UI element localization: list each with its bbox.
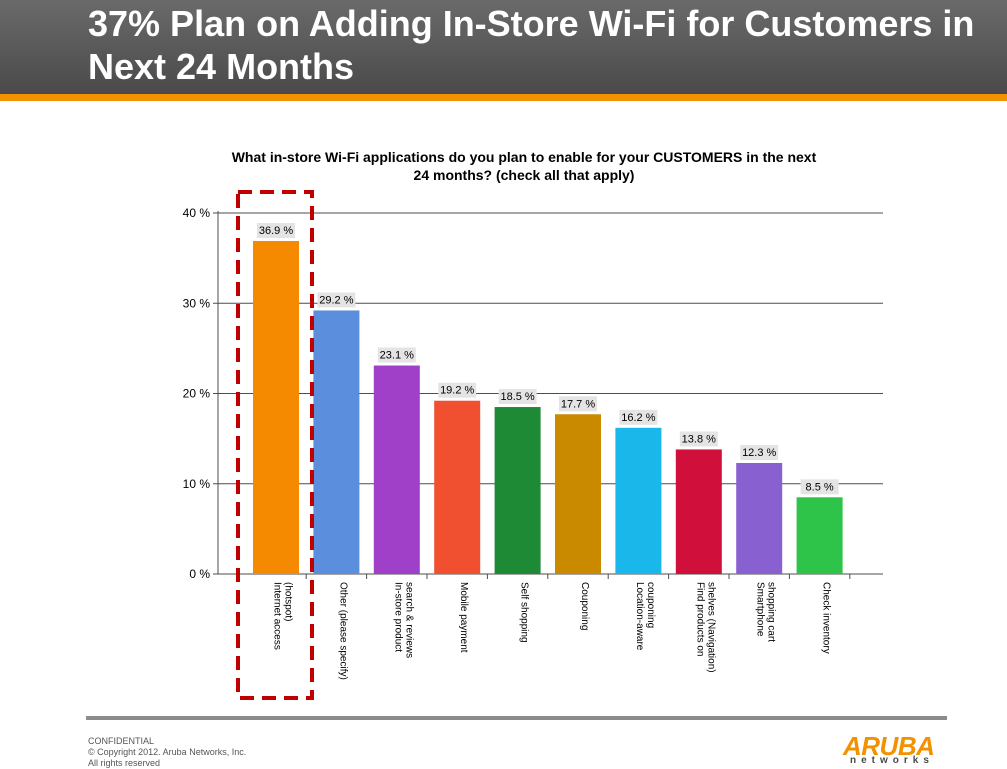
x-category-label: Check inventory: [821, 582, 832, 654]
header-accent-stripe: [0, 94, 1007, 101]
y-tick-label: 10 %: [183, 477, 211, 491]
x-category-label: Other (please specify): [337, 582, 348, 680]
data-label: 8.5 %: [806, 481, 834, 493]
data-label-box: [377, 347, 416, 363]
bar: [313, 310, 360, 574]
data-label: 29.2 %: [319, 294, 353, 306]
x-category-label: In-store product: [392, 582, 403, 652]
bar: [675, 449, 722, 574]
x-category-label: shopping cart: [766, 582, 777, 642]
data-label: 17.7 %: [561, 398, 595, 410]
bar-chart: What in-store Wi-Fi applications do you …: [183, 149, 883, 700]
data-label-box: [438, 382, 477, 398]
footer-confidential: CONFIDENTIAL: [88, 736, 155, 746]
bar: [796, 497, 843, 574]
x-category-label: Internet access: [272, 582, 283, 650]
bar: [494, 407, 541, 574]
y-tick-label: 20 %: [183, 387, 211, 401]
x-category-label: search & reviews: [403, 582, 414, 658]
bar: [434, 400, 481, 574]
slide-header: [0, 0, 1007, 94]
y-tick-label: 0 %: [189, 567, 210, 581]
chart-title-line: 24 months? (check all that apply): [414, 167, 635, 183]
x-category-label: Couponing: [579, 582, 590, 630]
footer-copyright: © Copyright 2012. Aruba Networks, Inc.: [88, 747, 247, 757]
logo-subtitle: networks: [850, 755, 934, 766]
bar: [736, 462, 783, 574]
footer-divider: [86, 716, 947, 720]
y-tick-label: 40 %: [183, 206, 211, 220]
data-label-box: [740, 444, 779, 460]
data-label: 12.3 %: [742, 447, 776, 459]
x-category-label: (hotspot): [283, 582, 294, 621]
aruba-logo: ARUBA networks: [836, 732, 952, 766]
bar: [253, 240, 299, 574]
bar: [615, 427, 662, 574]
data-label: 18.5 %: [500, 391, 534, 403]
logo-brand: ARUBA: [843, 731, 935, 761]
highlight-box: [236, 190, 314, 700]
data-label: 13.8 %: [682, 433, 716, 445]
data-label-box: [619, 409, 658, 425]
data-label-box: [559, 396, 597, 412]
x-category-label: Smartphone: [755, 582, 766, 637]
x-category-label: Location-aware: [634, 582, 645, 651]
x-category-label: Find products on: [694, 582, 705, 657]
data-label: 36.9 %: [259, 225, 293, 237]
footer-legal: CONFIDENTIAL © Copyright 2012. Aruba Net…: [88, 736, 246, 769]
data-label: 23.1 %: [380, 350, 414, 362]
slide-title: 37% Plan on Adding In-Store Wi-Fi for Cu…: [88, 3, 975, 87]
x-category-label: Mobile payment: [458, 582, 469, 653]
x-category-label: shelves (Navigation): [705, 582, 716, 673]
x-category-label: Self shopping: [519, 582, 530, 643]
y-tick-label: 30 %: [183, 296, 211, 310]
data-label-box: [257, 222, 295, 238]
data-label-box: [800, 479, 839, 495]
bar: [373, 365, 420, 574]
data-label-box: [498, 389, 537, 405]
footer-rights: All rights reserved: [88, 758, 161, 768]
bar: [555, 414, 601, 574]
data-label: 19.2 %: [440, 385, 474, 397]
chart-title-line: What in-store Wi-Fi applications do you …: [232, 149, 817, 165]
x-category-label: couponing: [645, 582, 656, 628]
data-label: 16.2 %: [621, 412, 655, 424]
data-label-box: [679, 431, 718, 447]
data-label-box: [317, 292, 356, 308]
